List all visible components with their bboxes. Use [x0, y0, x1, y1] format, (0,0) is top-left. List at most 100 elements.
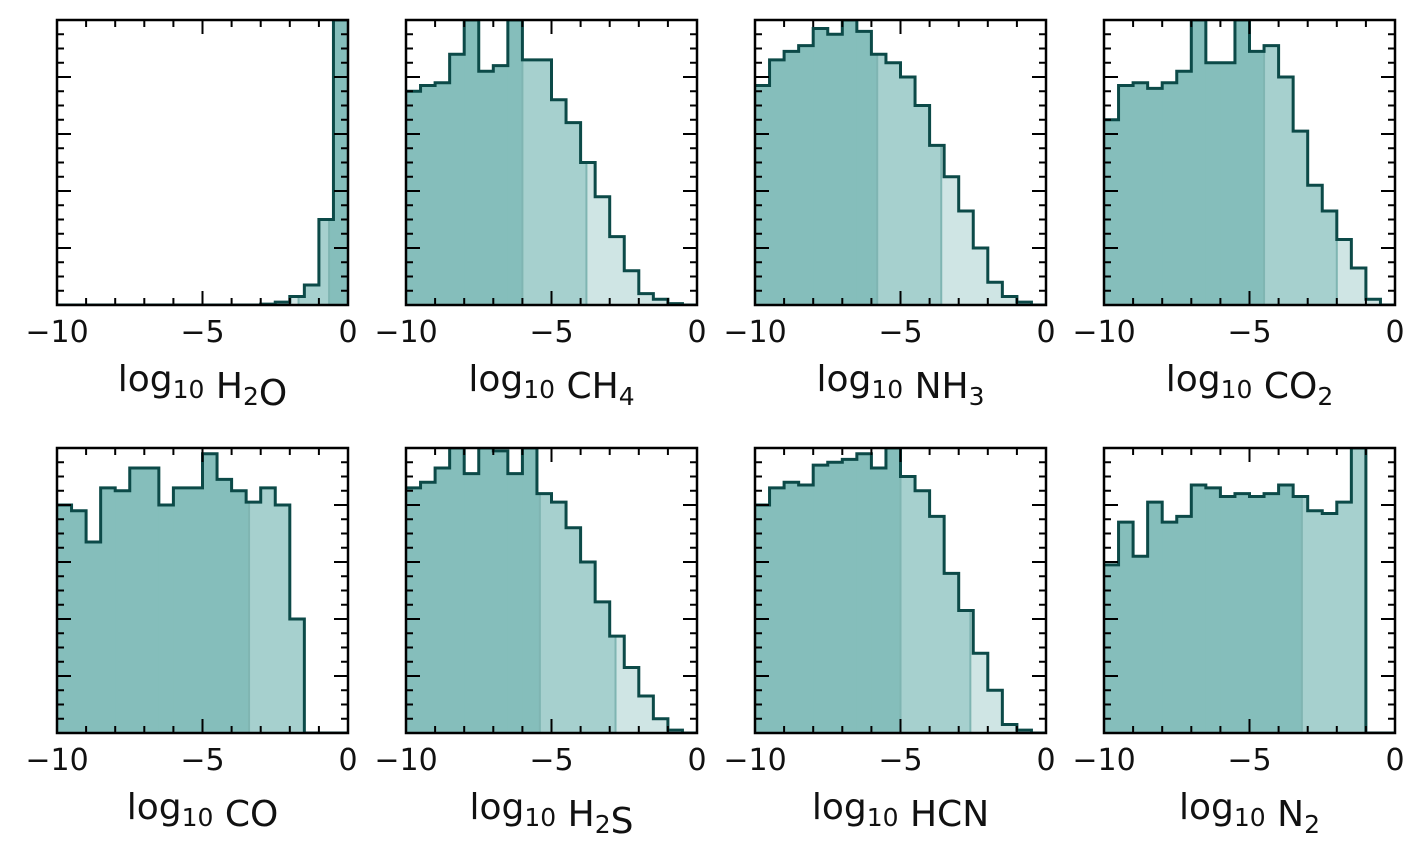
histogram-bin-fill — [420, 482, 436, 733]
histogram-bin-fill — [1191, 20, 1207, 305]
histogram-bin-fill — [885, 62, 901, 305]
x-ticks — [754, 20, 1047, 305]
histogram-bin-fill — [653, 299, 669, 305]
band-dark-fill — [406, 448, 541, 733]
histogram-bin-fill — [1234, 493, 1250, 733]
x-ticks — [56, 448, 349, 733]
histogram-bin-fill — [784, 482, 800, 733]
histogram-bin-fill — [624, 270, 640, 305]
histogram-bin-fill — [609, 636, 616, 733]
histogram-bin-fill — [1133, 556, 1149, 733]
x-tick-label: −10 — [1072, 315, 1135, 350]
histogram-bin-fill — [493, 450, 509, 733]
x-axis-label: log10 H2S — [470, 787, 634, 842]
histogram-bin-fill — [769, 487, 785, 733]
histogram-bin-fill — [115, 490, 131, 733]
histogram-bin-fill — [813, 28, 829, 305]
histogram-step-outline — [57, 452, 348, 733]
histogram-bin-fill — [900, 77, 916, 305]
histogram-bin-fill — [158, 505, 174, 733]
histogram-bin-fill — [551, 502, 567, 733]
histogram-bin-fill — [1336, 502, 1352, 733]
histogram-bin-fill — [449, 54, 465, 305]
histogram-bin-fill — [435, 82, 451, 305]
x-tick-label: 0 — [687, 743, 706, 778]
histogram-bin-fill — [1322, 210, 1338, 305]
x-tick-label: −5 — [1227, 743, 1271, 778]
histogram-bin-fill — [1162, 522, 1178, 733]
histogram-bin-fill — [1147, 502, 1163, 733]
histogram-bin-fill — [1176, 71, 1192, 305]
histogram-bin-fill — [609, 236, 625, 305]
histogram-bin-fill — [231, 490, 247, 733]
histogram-panel-2: −10 −5 0 log10 CH4 — [374, 18, 707, 411]
histogram-bin-fill — [1264, 493, 1279, 733]
x-ticks — [1103, 448, 1396, 733]
histogram-bin-fill — [187, 487, 203, 733]
x-tick-label: 0 — [1385, 743, 1404, 778]
axes-frame — [55, 18, 350, 307]
histogram-bin-fill — [798, 485, 814, 733]
histogram-panel-7: −10 −5 0 log10 HCN — [723, 446, 1056, 835]
histogram-bin-fill — [329, 219, 334, 305]
histogram-bin-fill — [1118, 85, 1134, 305]
histogram-bin-fill — [769, 59, 785, 305]
histogram-bin-fill — [1264, 45, 1279, 305]
histogram-bin-fill — [1205, 487, 1221, 733]
histogram-bin-fill — [217, 479, 232, 733]
band-dark-fill — [1104, 20, 1265, 305]
histogram-bin-fill — [289, 619, 305, 733]
histogram-bin-fill — [536, 493, 541, 733]
histogram-bin-fill — [1351, 448, 1367, 733]
x-ticks — [1103, 20, 1396, 305]
band-dark-fill — [57, 453, 250, 733]
histogram-bin-fill — [915, 490, 930, 733]
histogram-bin-fill — [1133, 82, 1149, 305]
histogram-bin-fill — [1249, 51, 1265, 305]
histogram-bin-fill — [798, 45, 814, 305]
histogram-step-outline — [1104, 448, 1395, 733]
histogram-panel-3: −10 −5 0 log10 NH3 — [723, 18, 1056, 411]
histogram-bin-fill — [406, 487, 421, 733]
x-tick-label: 0 — [338, 315, 357, 350]
histogram-bin-fill — [1365, 299, 1381, 305]
histogram-bin-fill — [1351, 267, 1367, 305]
histogram-panel-1: −10 −5 0 log10 H2O — [25, 18, 358, 414]
histogram-bin-fill — [856, 31, 872, 305]
histogram-bin-fill — [144, 467, 160, 733]
histogram-bin-fill — [1234, 20, 1250, 305]
histogram-bin-fill — [275, 505, 291, 733]
x-tick-label: −5 — [1227, 315, 1271, 350]
histogram-bin-fill — [522, 59, 538, 305]
histogram-bin-fill — [1118, 522, 1134, 733]
histogram-bin-fill — [478, 71, 494, 305]
histogram-bin-fill — [1002, 296, 1018, 305]
histogram-bin-fill — [1336, 239, 1352, 305]
histogram-bin-fill — [1307, 510, 1323, 733]
histogram-bin-fill — [580, 562, 596, 733]
histogram-bin-fill — [842, 459, 858, 733]
histogram-bin-fill — [1147, 88, 1163, 305]
histogram-bin-fill — [1002, 724, 1018, 733]
x-ticks — [56, 20, 349, 305]
histogram-bin-fill — [449, 448, 465, 733]
histogram-bin-fill — [298, 296, 305, 305]
band-dark-fill — [755, 448, 901, 733]
histogram-bin-fill — [406, 91, 421, 305]
histogram-step-outline — [1104, 20, 1395, 305]
histogram-bin-fill — [871, 467, 887, 733]
histogram-bin-fill — [289, 296, 305, 305]
histogram-bin-fill — [1293, 496, 1303, 733]
x-axis-label: log10 CH4 — [468, 359, 634, 411]
x-tick-label: −5 — [180, 743, 224, 778]
histogram-bin-fill — [420, 85, 436, 305]
histogram-bin-fill — [1249, 496, 1265, 733]
x-tick-label: −10 — [374, 315, 437, 350]
x-tick-label: −10 — [25, 315, 88, 350]
histogram-bin-fill — [827, 34, 843, 305]
histogram-bin-fill — [885, 448, 901, 733]
x-tick-label: −10 — [25, 743, 88, 778]
histogram-bin-fill — [507, 473, 523, 733]
x-axis-label: log10 CO2 — [1166, 359, 1334, 411]
